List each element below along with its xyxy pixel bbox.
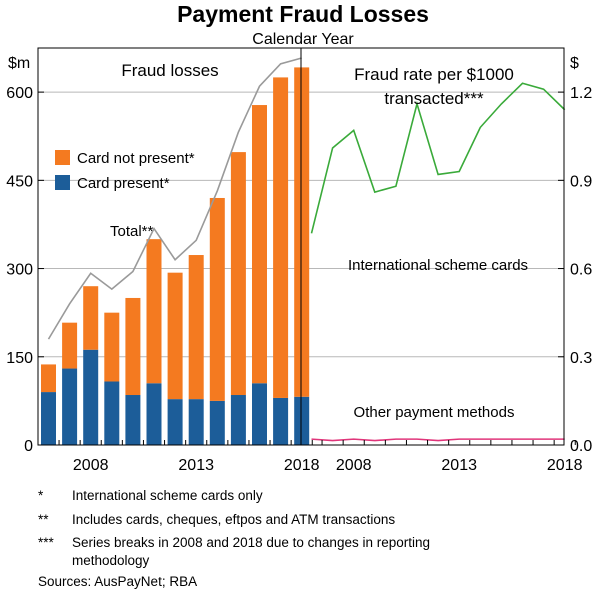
total-line bbox=[47, 57, 302, 340]
bar-card-present bbox=[125, 395, 141, 445]
bar-card-present bbox=[83, 349, 99, 445]
footnote-1-mark: * bbox=[38, 488, 44, 503]
bar-card-not-present bbox=[188, 255, 204, 400]
bar-card-present bbox=[62, 368, 78, 445]
right-x-tick-label: 2008 bbox=[336, 457, 372, 474]
right-y-tick-label: 0.0 bbox=[570, 438, 592, 455]
bar-card-not-present bbox=[41, 364, 56, 393]
right-unit-label: $ bbox=[570, 55, 579, 72]
chart-subtitle: Calendar Year bbox=[252, 31, 354, 48]
bar-card-present bbox=[41, 392, 56, 445]
left-x-tick-labels: 2008 2013 2018 bbox=[73, 457, 320, 474]
left-y-tick-labels: 0 150 300 450 600 bbox=[6, 85, 33, 455]
left-y-tick-label: 0 bbox=[24, 438, 33, 455]
total-line-label: Total** bbox=[110, 223, 154, 240]
footnote-2-mark: ** bbox=[38, 512, 49, 527]
left-y-tick-label: 450 bbox=[6, 173, 33, 190]
right-x-tick-label: 2018 bbox=[547, 457, 583, 474]
bar-card-present bbox=[294, 396, 310, 445]
bar-card-not-present bbox=[104, 312, 120, 382]
bar-card-not-present bbox=[273, 77, 289, 398]
bar-card-present bbox=[209, 400, 225, 445]
right-y-tick-label: 1.2 bbox=[570, 85, 592, 102]
right-panel-gridlines bbox=[301, 91, 564, 358]
right-y-tick-label: 0.9 bbox=[570, 173, 592, 190]
bar-card-not-present bbox=[125, 297, 141, 396]
sources-text: Sources: AusPayNet; RBA bbox=[38, 574, 197, 589]
left-x-tick-label: 2013 bbox=[178, 457, 214, 474]
international-scheme-cards-label: International scheme cards bbox=[348, 257, 528, 274]
other-payment-methods-label: Other payment methods bbox=[354, 404, 515, 421]
other-payment-methods-line bbox=[311, 438, 565, 442]
legend-swatch-card-present bbox=[55, 175, 70, 190]
left-panel-title: Fraud losses bbox=[121, 61, 218, 80]
bar-card-present bbox=[273, 397, 289, 445]
left-y-tick-label: 300 bbox=[6, 262, 33, 279]
left-y-tick-label: 600 bbox=[6, 85, 33, 102]
left-unit-label: $m bbox=[8, 55, 30, 72]
footnote-3-continuation: methodology bbox=[72, 553, 150, 568]
left-x-tick-label: 2018 bbox=[284, 457, 320, 474]
right-x-tick-label: 2013 bbox=[441, 457, 477, 474]
footnote-1-text: International scheme cards only bbox=[72, 488, 263, 503]
bar-card-not-present bbox=[167, 272, 183, 400]
right-y-tick-label: 0.6 bbox=[570, 262, 592, 279]
axis-ticks bbox=[38, 91, 576, 446]
legend-label-card-not-present: Card not present* bbox=[77, 150, 195, 167]
legend-label-card-present: Card present* bbox=[77, 175, 170, 192]
bar-card-present bbox=[146, 383, 162, 445]
right-y-tick-label: 0.3 bbox=[570, 350, 592, 367]
bar-card-present bbox=[230, 395, 246, 445]
chart-title: Payment Fraud Losses bbox=[177, 1, 429, 27]
bar-card-not-present bbox=[230, 152, 246, 396]
right-panel-title-line-1: Fraud rate per $1000 bbox=[354, 65, 514, 84]
bar-card-present bbox=[188, 399, 204, 445]
left-y-tick-label: 150 bbox=[6, 350, 33, 367]
legend-swatch-card-not-present bbox=[55, 150, 70, 165]
bar-card-not-present bbox=[209, 197, 225, 401]
left-x-tick-label: 2008 bbox=[73, 457, 109, 474]
footnote-2-text: Includes cards, cheques, eftpos and ATM … bbox=[72, 512, 395, 527]
bar-card-present bbox=[104, 381, 120, 445]
bar-card-not-present bbox=[83, 286, 99, 350]
bar-card-not-present bbox=[252, 105, 267, 384]
bar-card-not-present bbox=[62, 322, 78, 369]
bar-card-not-present bbox=[294, 67, 310, 397]
fraud-losses-bars bbox=[41, 67, 310, 445]
international-scheme-cards-line bbox=[310, 82, 566, 234]
footnote-3-text: Series breaks in 2008 and 2018 due to ch… bbox=[72, 535, 430, 550]
right-x-tick-labels: 2008 2013 2018 bbox=[336, 457, 583, 474]
footnote-3-mark: *** bbox=[38, 535, 55, 550]
bar-card-present bbox=[252, 383, 267, 445]
right-panel-title-line-2: transacted*** bbox=[384, 89, 484, 108]
bar-card-present bbox=[167, 399, 183, 445]
bar-card-not-present bbox=[146, 239, 162, 384]
right-y-tick-labels: 0.0 0.3 0.6 0.9 1.2 bbox=[570, 85, 592, 455]
